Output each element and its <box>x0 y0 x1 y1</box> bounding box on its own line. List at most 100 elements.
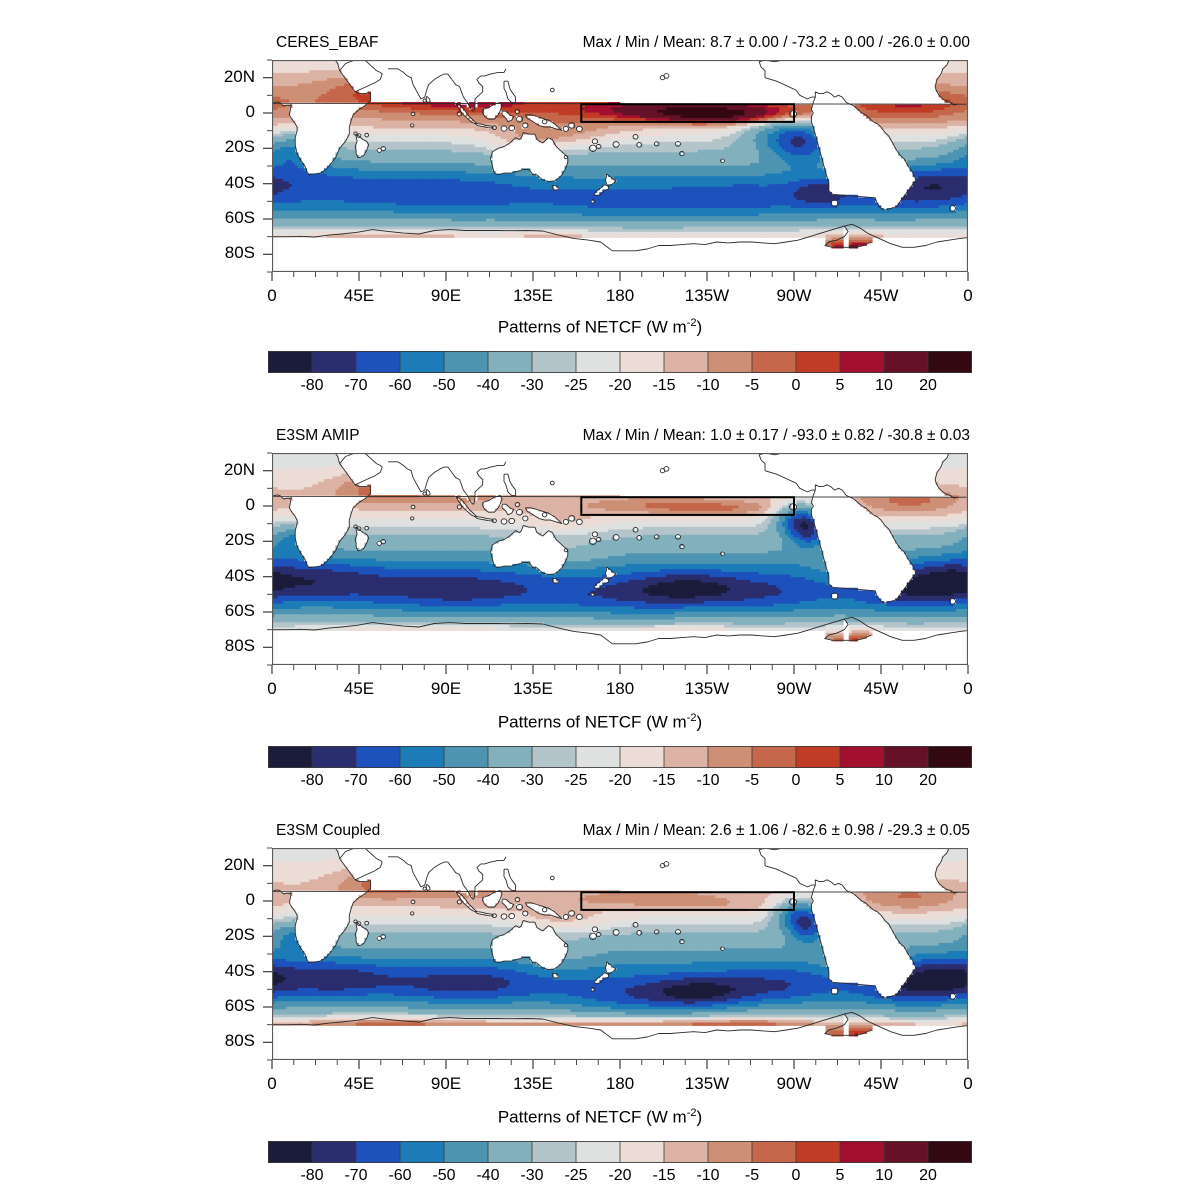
colorbar-tick-label: 0 <box>761 772 831 790</box>
colorbar-tick-label: -70 <box>321 772 391 790</box>
coastline-layer <box>272 60 968 252</box>
colorbar-tick-label: -80 <box>277 377 347 395</box>
x-axis-tick-label: 90E <box>401 1074 491 1094</box>
colorbar-tick-label: -50 <box>409 1167 479 1185</box>
y-axis-tick-label: 20N <box>150 855 255 875</box>
colorbar-segment <box>532 1141 577 1163</box>
colorbar-segment <box>752 746 797 768</box>
panel-statistics: Max / Min / Mean: 2.6 ± 1.06 / -82.6 ± 0… <box>583 822 970 840</box>
colorbar-tick-label: -70 <box>321 1167 391 1185</box>
map-frame <box>272 60 968 272</box>
x-axis-tick-label: 90W <box>749 286 839 306</box>
colorbar-segment <box>928 1141 972 1163</box>
colorbar-tick-label: -40 <box>453 772 523 790</box>
panel-statistics: Max / Min / Mean: 1.0 ± 0.17 / -93.0 ± 0… <box>583 427 970 445</box>
nino-region-box <box>580 496 795 516</box>
y-axis-tick-label: 60S <box>150 996 255 1016</box>
x-axis-tick-label: 0 <box>923 1074 1013 1094</box>
colorbar-tick-label: -5 <box>717 772 787 790</box>
colorbar-tick-label: -50 <box>409 377 479 395</box>
y-axis-tick-label: 20S <box>150 925 255 945</box>
colorbar-segment <box>312 351 357 373</box>
y-axis-tick-label: 60S <box>150 208 255 228</box>
colorbar-tick-label: -40 <box>453 377 523 395</box>
colorbar-segment <box>840 746 885 768</box>
colorbar-tick-label: -70 <box>321 377 391 395</box>
colorbar-tick-label: 10 <box>849 1167 919 1185</box>
x-axis-tick-label: 0 <box>227 679 317 699</box>
colorbar-segment <box>664 746 709 768</box>
colorbar-tick-label: -15 <box>629 377 699 395</box>
colorbar-tick-label: -80 <box>277 772 347 790</box>
colorbar-segment <box>488 1141 533 1163</box>
x-axis-tick-label: 135E <box>488 679 578 699</box>
colorbar-segment <box>356 351 401 373</box>
y-axis-tick-label: 20N <box>150 460 255 480</box>
x-axis-tick-label: 0 <box>923 286 1013 306</box>
colorbar-segment <box>708 1141 753 1163</box>
colorbar-title-exponent: -2 <box>687 712 697 724</box>
x-axis-tick-label: 0 <box>227 286 317 306</box>
x-axis-tick-label: 180 <box>575 286 665 306</box>
colorbar-segment <box>840 1141 885 1163</box>
colorbar-tick-label: 0 <box>761 1167 831 1185</box>
x-axis-tick-label: 45E <box>314 1074 404 1094</box>
colorbar-title-main: Patterns of NETCF (W m <box>498 318 687 337</box>
colorbar-segment <box>928 746 972 768</box>
colorbar-segment <box>356 1141 401 1163</box>
colorbar-tick-label: 5 <box>805 772 875 790</box>
colorbar-segment <box>268 1141 313 1163</box>
colorbar-segment <box>796 1141 841 1163</box>
colorbar-swatches <box>268 746 972 768</box>
colorbar-swatches <box>268 351 972 373</box>
colorbar-segment <box>400 746 445 768</box>
x-axis-tick-label: 135W <box>662 679 752 699</box>
colorbar-tick-label: -40 <box>453 1167 523 1185</box>
x-axis-tick-label: 180 <box>575 679 665 699</box>
x-axis-tick-label: 135W <box>662 1074 752 1094</box>
colorbar-segment <box>444 351 489 373</box>
map-plot <box>272 453 968 665</box>
colorbar-tick-label: -10 <box>673 1167 743 1185</box>
colorbar-segment <box>400 351 445 373</box>
y-axis-tick-label: 20S <box>150 530 255 550</box>
panel-title: E3SM AMIP <box>276 427 360 445</box>
colorbar-segment <box>620 746 665 768</box>
colorbar-segment <box>664 1141 709 1163</box>
colorbar-segment <box>356 746 401 768</box>
panel-title: E3SM Coupled <box>276 822 380 840</box>
x-axis-tick-label: 90W <box>749 1074 839 1094</box>
y-axis-tick-label: 20S <box>150 137 255 157</box>
colorbar-title: Patterns of NETCF (W m-2) <box>0 712 1200 733</box>
y-axis-tick-label: 60S <box>150 601 255 621</box>
x-axis-tick-label: 45E <box>314 286 404 306</box>
map-plot <box>272 60 968 272</box>
colorbar-tick-label: 10 <box>849 377 919 395</box>
colorbar-tick-label: -80 <box>277 1167 347 1185</box>
colorbar-segment <box>752 1141 797 1163</box>
nino-region-box <box>580 103 795 123</box>
colorbar-tick-label: 20 <box>893 1167 963 1185</box>
colorbar-tick-label: -20 <box>585 772 655 790</box>
colorbar-segment <box>488 351 533 373</box>
colorbar-segment <box>576 351 621 373</box>
contour-fill-layer <box>272 60 968 249</box>
x-axis-tick-label: 45W <box>836 1074 926 1094</box>
y-axis-tick-label: 40S <box>150 566 255 586</box>
colorbar-segment <box>312 746 357 768</box>
contour-fill-layer <box>272 453 968 642</box>
colorbar-tick-label: 5 <box>805 377 875 395</box>
colorbar-segment <box>796 746 841 768</box>
colorbar-tick-label: -60 <box>365 1167 435 1185</box>
contour-fill-layer <box>272 848 968 1037</box>
y-axis-tick-label: 40S <box>150 961 255 981</box>
colorbar-tick-label: -60 <box>365 772 435 790</box>
x-axis-tick-label: 0 <box>227 1074 317 1094</box>
colorbar-segment <box>796 351 841 373</box>
colorbar-tick-label: -50 <box>409 772 479 790</box>
x-axis-tick-label: 90E <box>401 679 491 699</box>
coastline-layer <box>272 453 968 645</box>
x-axis-tick-label: 0 <box>923 679 1013 699</box>
colorbar-tick-label: 10 <box>849 772 919 790</box>
